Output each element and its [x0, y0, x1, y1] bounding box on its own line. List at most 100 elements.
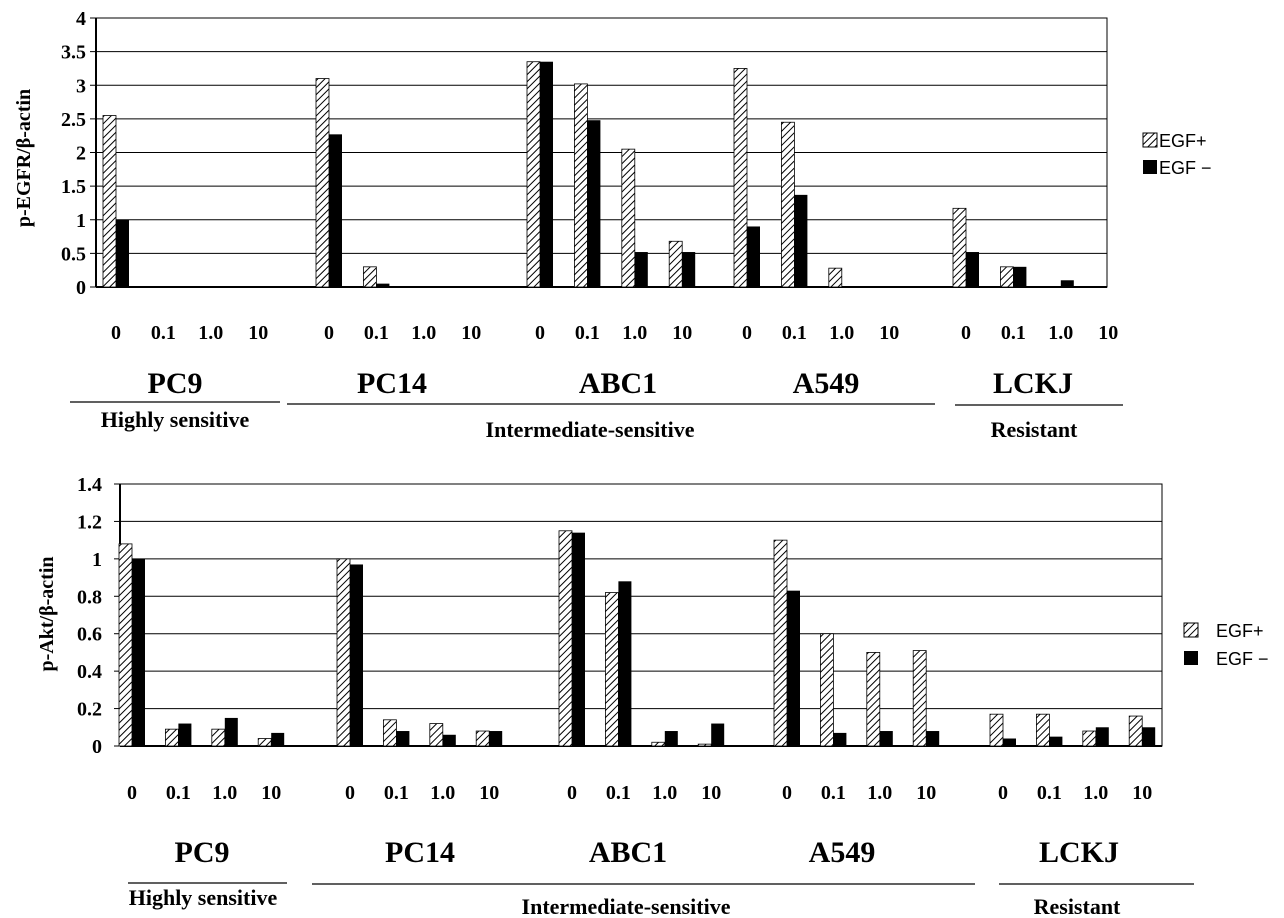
egfr-dose-label: 10	[879, 322, 899, 344]
egfr-bar-egf-plus	[315, 78, 330, 288]
akt-dose-label: 0.1	[606, 782, 631, 804]
akt-bar-egf-minus	[132, 558, 145, 746]
egfr-y-tick-label: 2	[76, 143, 86, 165]
akt-legend-swatch-egf-plus	[1183, 622, 1199, 638]
akt-bar-egf-plus	[1036, 713, 1050, 747]
egfr-bar-egf-plus	[781, 121, 795, 288]
akt-dose-label: 0	[567, 782, 577, 804]
akt-bar-egf-plus	[382, 719, 397, 747]
akt-legend-swatch-egf-minus	[1184, 651, 1198, 665]
akt-bar-egf-minus	[178, 723, 192, 746]
akt-legend: EGF+ EGF −	[1183, 621, 1269, 669]
akt-group-label: Intermediate-sensitive	[522, 894, 731, 918]
akt-y-tick-label: 1.2	[77, 511, 102, 533]
egfr-bar-egf-minus	[747, 226, 760, 287]
egfr-bar-egf-plus	[828, 267, 843, 288]
egfr-cell-line-label: ABC1	[579, 367, 657, 400]
akt-bar-egf-minus	[1049, 736, 1063, 746]
akt-bar-egf-plus	[651, 741, 666, 747]
akt-dose-label: 0	[127, 782, 137, 804]
akt-dose-label: 0.1	[1037, 782, 1062, 804]
egfr-bar-egf-minus	[329, 134, 342, 287]
egfr-group-label: Intermediate-sensitive	[486, 417, 695, 442]
egfr-bar-egf-plus	[362, 266, 377, 288]
egfr-group-label: Resistant	[991, 417, 1078, 442]
egfr-dose-label: 10	[672, 322, 692, 344]
egfr-dose-label: 1.0	[198, 322, 223, 344]
akt-cell-line-label: LCKJ	[1039, 836, 1119, 869]
akt-dose-label: 0	[998, 782, 1008, 804]
egfr-bar-egf-minus	[587, 120, 601, 287]
egfr-dose-label: 0.1	[575, 322, 600, 344]
akt-bar-egf-minus	[350, 564, 363, 746]
egfr-y-tick-label: 0	[76, 277, 86, 299]
akt-bar-egf-plus	[429, 723, 444, 747]
akt-dose-label: 0	[345, 782, 355, 804]
egfr-bar-egf-plus	[574, 83, 588, 288]
akt-bar-egf-plus	[257, 738, 272, 747]
akt-bar-egf-minus	[442, 734, 456, 746]
egfr-bar-egf-plus	[526, 61, 541, 288]
akt-bar-egf-minus	[787, 590, 800, 746]
akt-dose-label: 0	[782, 782, 792, 804]
egfr-dose-label: 1.0	[829, 322, 854, 344]
akt-bar-egf-plus	[912, 650, 927, 747]
akt-bar-egf-plus	[773, 539, 788, 747]
egfr-y-tick-label: 1	[76, 210, 86, 232]
egfr-dose-label: 0.1	[364, 322, 389, 344]
akt-bar-egf-plus	[605, 592, 619, 747]
akt-plot-frame	[119, 483, 1163, 747]
egfr-bar-egf-minus	[794, 194, 808, 287]
egfr-dose-label: 1.0	[622, 322, 647, 344]
akt-dose-label: 10	[479, 782, 499, 804]
egfr-dose-label: 0.1	[782, 322, 807, 344]
egfr-bar-egf-minus	[1013, 266, 1027, 287]
egfr-dose-label: 0	[324, 322, 334, 344]
akt-y-tick-label: 0.4	[77, 661, 102, 683]
akt-bar-egf-minus	[711, 723, 725, 746]
akt-bar-egf-minus	[1003, 738, 1016, 746]
akt-cell-line-label: A549	[809, 836, 876, 869]
akt-bar-egf-minus	[489, 731, 503, 746]
akt-dose-label: 0.1	[384, 782, 409, 804]
akt-bar-egf-plus	[820, 633, 834, 747]
akt-bar-egf-plus	[164, 728, 179, 747]
akt-dose-label: 0.1	[166, 782, 191, 804]
akt-bar-egf-plus	[558, 530, 573, 747]
egfr-dose-label: 10	[248, 322, 268, 344]
akt-bar-egf-minus	[224, 717, 238, 746]
akt-bar-egf-plus	[118, 543, 133, 747]
akt-group-label: Resistant	[1034, 894, 1121, 918]
egfr-legend-swatch-egf-minus	[1143, 160, 1157, 174]
akt-bar-egf-plus	[211, 728, 226, 747]
egfr-y-tick-label: 2.5	[61, 109, 86, 131]
egfr-dose-label: 10	[1098, 322, 1118, 344]
chart-egfr: 4 3.5 3 2.5 2 1.5 1 0.5 0 0 0.1 1.0 10 0 0.1 1.0 10 0 0.1…	[13, 8, 1212, 442]
egfr-dose-label: 0.1	[151, 322, 176, 344]
akt-dose-label: 10	[701, 782, 721, 804]
akt-group-label: Highly sensitive	[129, 885, 278, 910]
akt-dose-label: 1.0	[430, 782, 455, 804]
egfr-dose-label: 0	[961, 322, 971, 344]
egfr-dose-label: 0	[535, 322, 545, 344]
akt-bar-egf-plus	[475, 730, 490, 747]
egfr-dose-label: 10	[461, 322, 481, 344]
akt-bar-egf-plus	[336, 558, 351, 747]
egfr-y-tick-label: 4	[76, 8, 86, 30]
akt-dose-label: 0.1	[821, 782, 846, 804]
egfr-y-tick-label: 3.5	[61, 42, 86, 64]
egfr-dose-label: 1.0	[1048, 322, 1073, 344]
akt-y-tick-label: 0	[92, 736, 102, 758]
akt-legend-label-egf-minus: EGF −	[1216, 649, 1269, 669]
akt-cell-line-label: PC9	[175, 836, 230, 869]
egfr-group-label: Highly sensitive	[101, 407, 250, 432]
akt-dose-label: 10	[261, 782, 281, 804]
egfr-y-axis-label: p-EGFR/β-actin	[13, 89, 35, 227]
egfr-legend: EGF+ EGF −	[1142, 131, 1212, 178]
akt-y-axis-label: p-Akt/β-actin	[36, 557, 58, 672]
egfr-cell-line-label: LCKJ	[993, 367, 1073, 400]
egfr-dose-label: 0.1	[1001, 322, 1026, 344]
akt-dose-label: 1.0	[867, 782, 892, 804]
akt-bar-egf-plus	[1082, 730, 1097, 747]
